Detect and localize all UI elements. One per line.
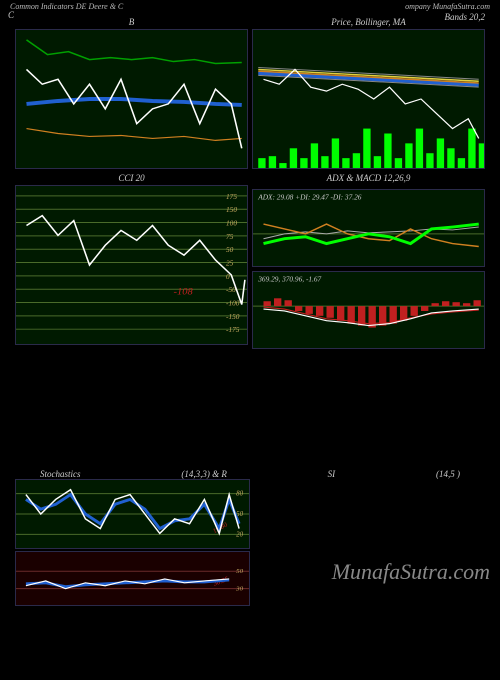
bands-title: Bands 20,2 xyxy=(445,12,486,22)
header-left: Common Indicators DE Deere & C xyxy=(10,2,123,11)
svg-text:-150: -150 xyxy=(226,313,240,321)
adx-title: ADX & MACD 12,26,9 xyxy=(252,173,485,183)
svg-text:150: 150 xyxy=(226,206,237,214)
adx-chart: ADX: 29.08 +DI: 29.47 -DI: 37.26 xyxy=(252,189,485,267)
svg-text:20: 20 xyxy=(236,531,244,538)
svg-text:50: 50 xyxy=(226,246,234,254)
svg-text:30: 30 xyxy=(235,586,244,593)
macd-label: 369.29, 370.96, -1.67 xyxy=(257,276,321,284)
svg-text:25: 25 xyxy=(226,260,234,268)
stoch-title: Stochastics xyxy=(40,469,81,479)
bb-chart xyxy=(15,29,248,169)
bb-title: B xyxy=(15,17,248,27)
stoch-rparams: (14,5 ) xyxy=(436,469,460,479)
stoch-params: (14,3,3) & R xyxy=(181,469,227,479)
cci-chart: 1751501007550250-50-100-150-175 -108 xyxy=(15,185,248,345)
price-chart xyxy=(252,29,485,169)
macd-chart: 369.29, 370.96, -1.67 xyxy=(252,271,485,349)
header-right: ompany MunafaSutra.com xyxy=(405,2,490,11)
stoch2-chart: 50 30 38.35 xyxy=(15,551,250,606)
stoch-si: SI xyxy=(328,469,336,479)
svg-text:50: 50 xyxy=(236,568,244,575)
stoch-chart: 80 50 20 19.80 xyxy=(15,479,250,549)
adx-label: ADX: 29.08 +DI: 29.47 -DI: 37.26 xyxy=(257,194,362,202)
svg-text:100: 100 xyxy=(226,220,237,228)
svg-text:-175: -175 xyxy=(226,326,240,334)
cci-title: CCI 20 xyxy=(15,173,248,183)
c-label: C xyxy=(8,10,14,20)
svg-text:175: 175 xyxy=(226,193,237,201)
watermark: MunafaSutra.com xyxy=(332,559,490,585)
cci-current: -108 xyxy=(174,287,193,298)
svg-text:75: 75 xyxy=(226,233,234,241)
svg-text:-100: -100 xyxy=(226,300,240,308)
svg-text:-50: -50 xyxy=(226,286,236,294)
svg-text:80: 80 xyxy=(236,491,244,498)
